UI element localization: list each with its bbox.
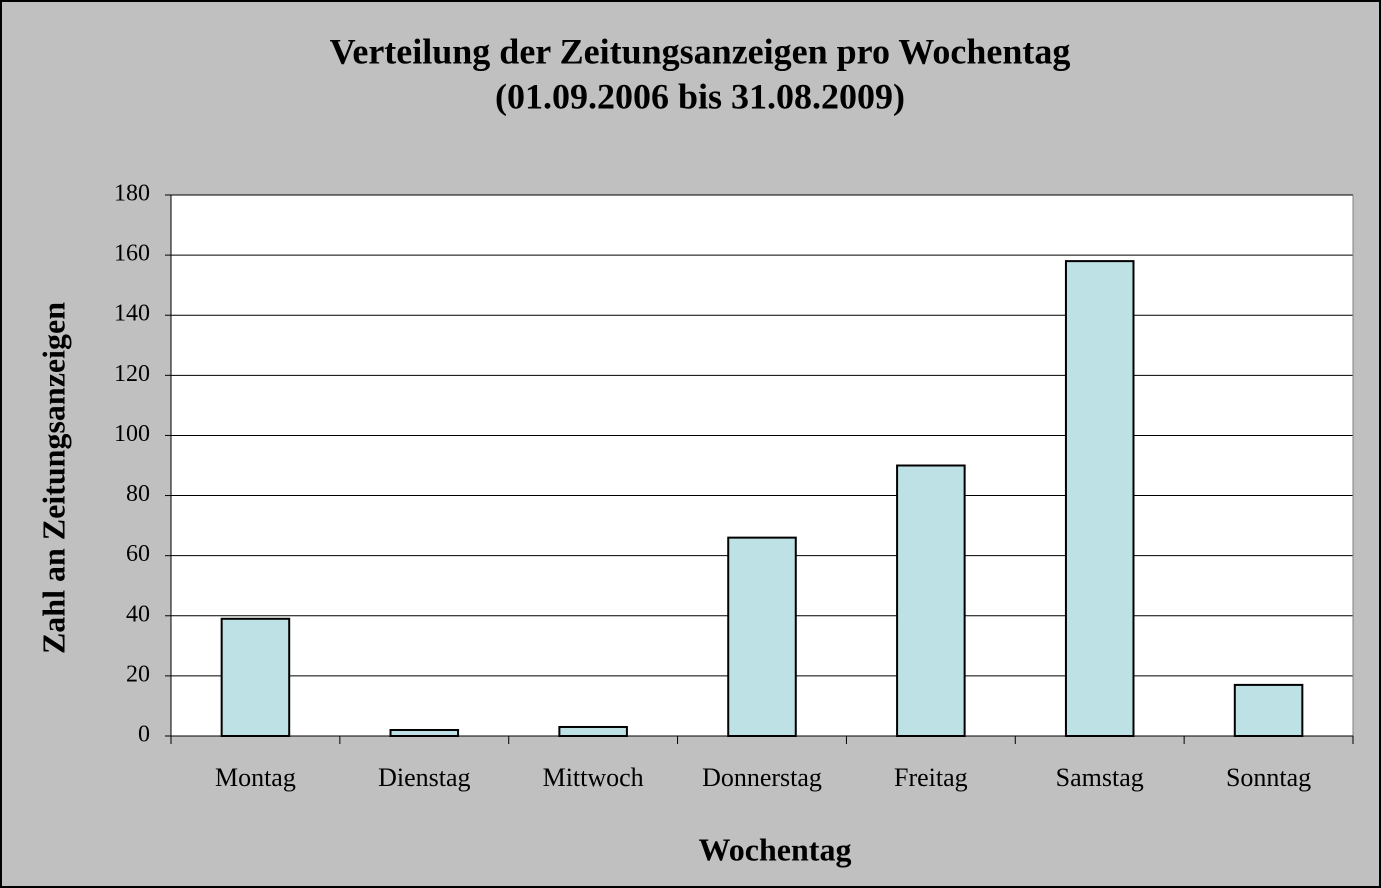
y-tick-label: 40 [126,601,150,627]
bar [896,464,966,737]
chart-subtitle: (01.09.2006 bis 31.08.2009) [495,76,905,116]
x-tick-label: Donnerstag [702,763,822,792]
x-axis-title: Wochentag [699,831,852,867]
bar [558,725,628,738]
x-tick-label: Mittwoch [543,763,644,792]
x-tick-label: Samstag [1056,763,1144,792]
x-tick-label: Montag [215,763,296,792]
bar [727,536,797,738]
y-tick-label: 120 [114,361,150,387]
y-tick-label: 0 [138,722,150,748]
y-axis-title: Zahl an Zeitungsanzeigen [35,302,71,654]
chart-title: Verteilung der Zeitungsanzeigen pro Woch… [330,31,1071,71]
x-tick-label: Sonntag [1226,763,1311,792]
y-tick-label: 160 [114,241,150,267]
x-tick-label: Dienstag [378,763,470,792]
bar [389,728,460,738]
x-tick-label: Freitag [894,763,968,792]
bar [1233,683,1304,738]
y-tick-label: 20 [126,661,150,687]
y-tick-label: 100 [114,421,150,447]
y-tick-label: 80 [126,481,150,507]
y-tick-label: 140 [114,301,150,327]
bar [220,617,291,737]
y-tick-label: 60 [126,541,150,567]
bar [1064,260,1135,737]
y-tick-label: 180 [114,181,150,207]
